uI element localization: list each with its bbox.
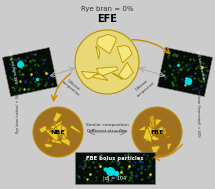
Polygon shape — [157, 147, 161, 150]
Text: Similar composition
Different structure: Similar composition Different structure — [86, 123, 128, 133]
Polygon shape — [54, 125, 67, 136]
Polygon shape — [155, 119, 162, 127]
Polygon shape — [154, 131, 161, 135]
Polygon shape — [97, 34, 117, 54]
Polygon shape — [160, 127, 167, 135]
Polygon shape — [39, 125, 47, 133]
Polygon shape — [47, 136, 51, 143]
Polygon shape — [143, 128, 152, 143]
Polygon shape — [158, 126, 164, 133]
Polygon shape — [49, 124, 58, 129]
Polygon shape — [154, 128, 160, 135]
Polygon shape — [167, 143, 172, 150]
Polygon shape — [112, 73, 122, 80]
Polygon shape — [118, 62, 133, 79]
Polygon shape — [166, 135, 171, 138]
Polygon shape — [117, 45, 132, 63]
Polygon shape — [136, 125, 145, 132]
Polygon shape — [151, 146, 160, 156]
Text: FBE: FBE — [150, 129, 164, 135]
Polygon shape — [146, 132, 161, 141]
Text: NBE bolus particles: NBE bolus particles — [9, 50, 20, 82]
Text: Different
composition: Different composition — [133, 77, 155, 98]
Bar — [75, 152, 155, 184]
Polygon shape — [96, 67, 118, 77]
Text: Rye bran (fermented) + 40%: Rye bran (fermented) + 40% — [196, 88, 200, 136]
Text: FBE bolus particles: FBE bolus particles — [86, 156, 144, 161]
Text: Different
composition: Different composition — [61, 77, 83, 98]
Circle shape — [132, 107, 182, 157]
Text: EFE bolus particles: EFE bolus particles — [195, 50, 206, 82]
Polygon shape — [69, 125, 83, 135]
Polygon shape — [93, 74, 108, 81]
Text: NBE: NBE — [51, 129, 65, 135]
Polygon shape — [96, 46, 100, 60]
Polygon shape — [55, 132, 63, 137]
Polygon shape — [56, 127, 67, 141]
Polygon shape — [60, 139, 70, 146]
Text: EFE: EFE — [97, 14, 117, 24]
Text: |d| = 104: |d| = 104 — [103, 176, 127, 181]
Polygon shape — [147, 125, 155, 138]
Circle shape — [75, 30, 139, 94]
Polygon shape — [2, 47, 58, 97]
Polygon shape — [149, 115, 155, 129]
Polygon shape — [56, 123, 62, 137]
Polygon shape — [54, 120, 63, 132]
Polygon shape — [49, 121, 57, 132]
Polygon shape — [55, 125, 61, 135]
Polygon shape — [151, 119, 159, 133]
Text: Rye bran = 0%: Rye bran = 0% — [81, 6, 133, 12]
Polygon shape — [149, 118, 157, 129]
Polygon shape — [53, 112, 62, 122]
Polygon shape — [51, 138, 61, 144]
Circle shape — [33, 107, 83, 157]
Polygon shape — [165, 129, 174, 137]
Polygon shape — [157, 47, 213, 97]
Polygon shape — [43, 143, 53, 147]
Polygon shape — [145, 138, 150, 142]
Polygon shape — [61, 133, 66, 140]
Polygon shape — [46, 127, 58, 141]
Text: Rye bran (native) + 40%: Rye bran (native) + 40% — [16, 91, 20, 133]
Polygon shape — [47, 127, 50, 131]
Polygon shape — [81, 71, 98, 79]
